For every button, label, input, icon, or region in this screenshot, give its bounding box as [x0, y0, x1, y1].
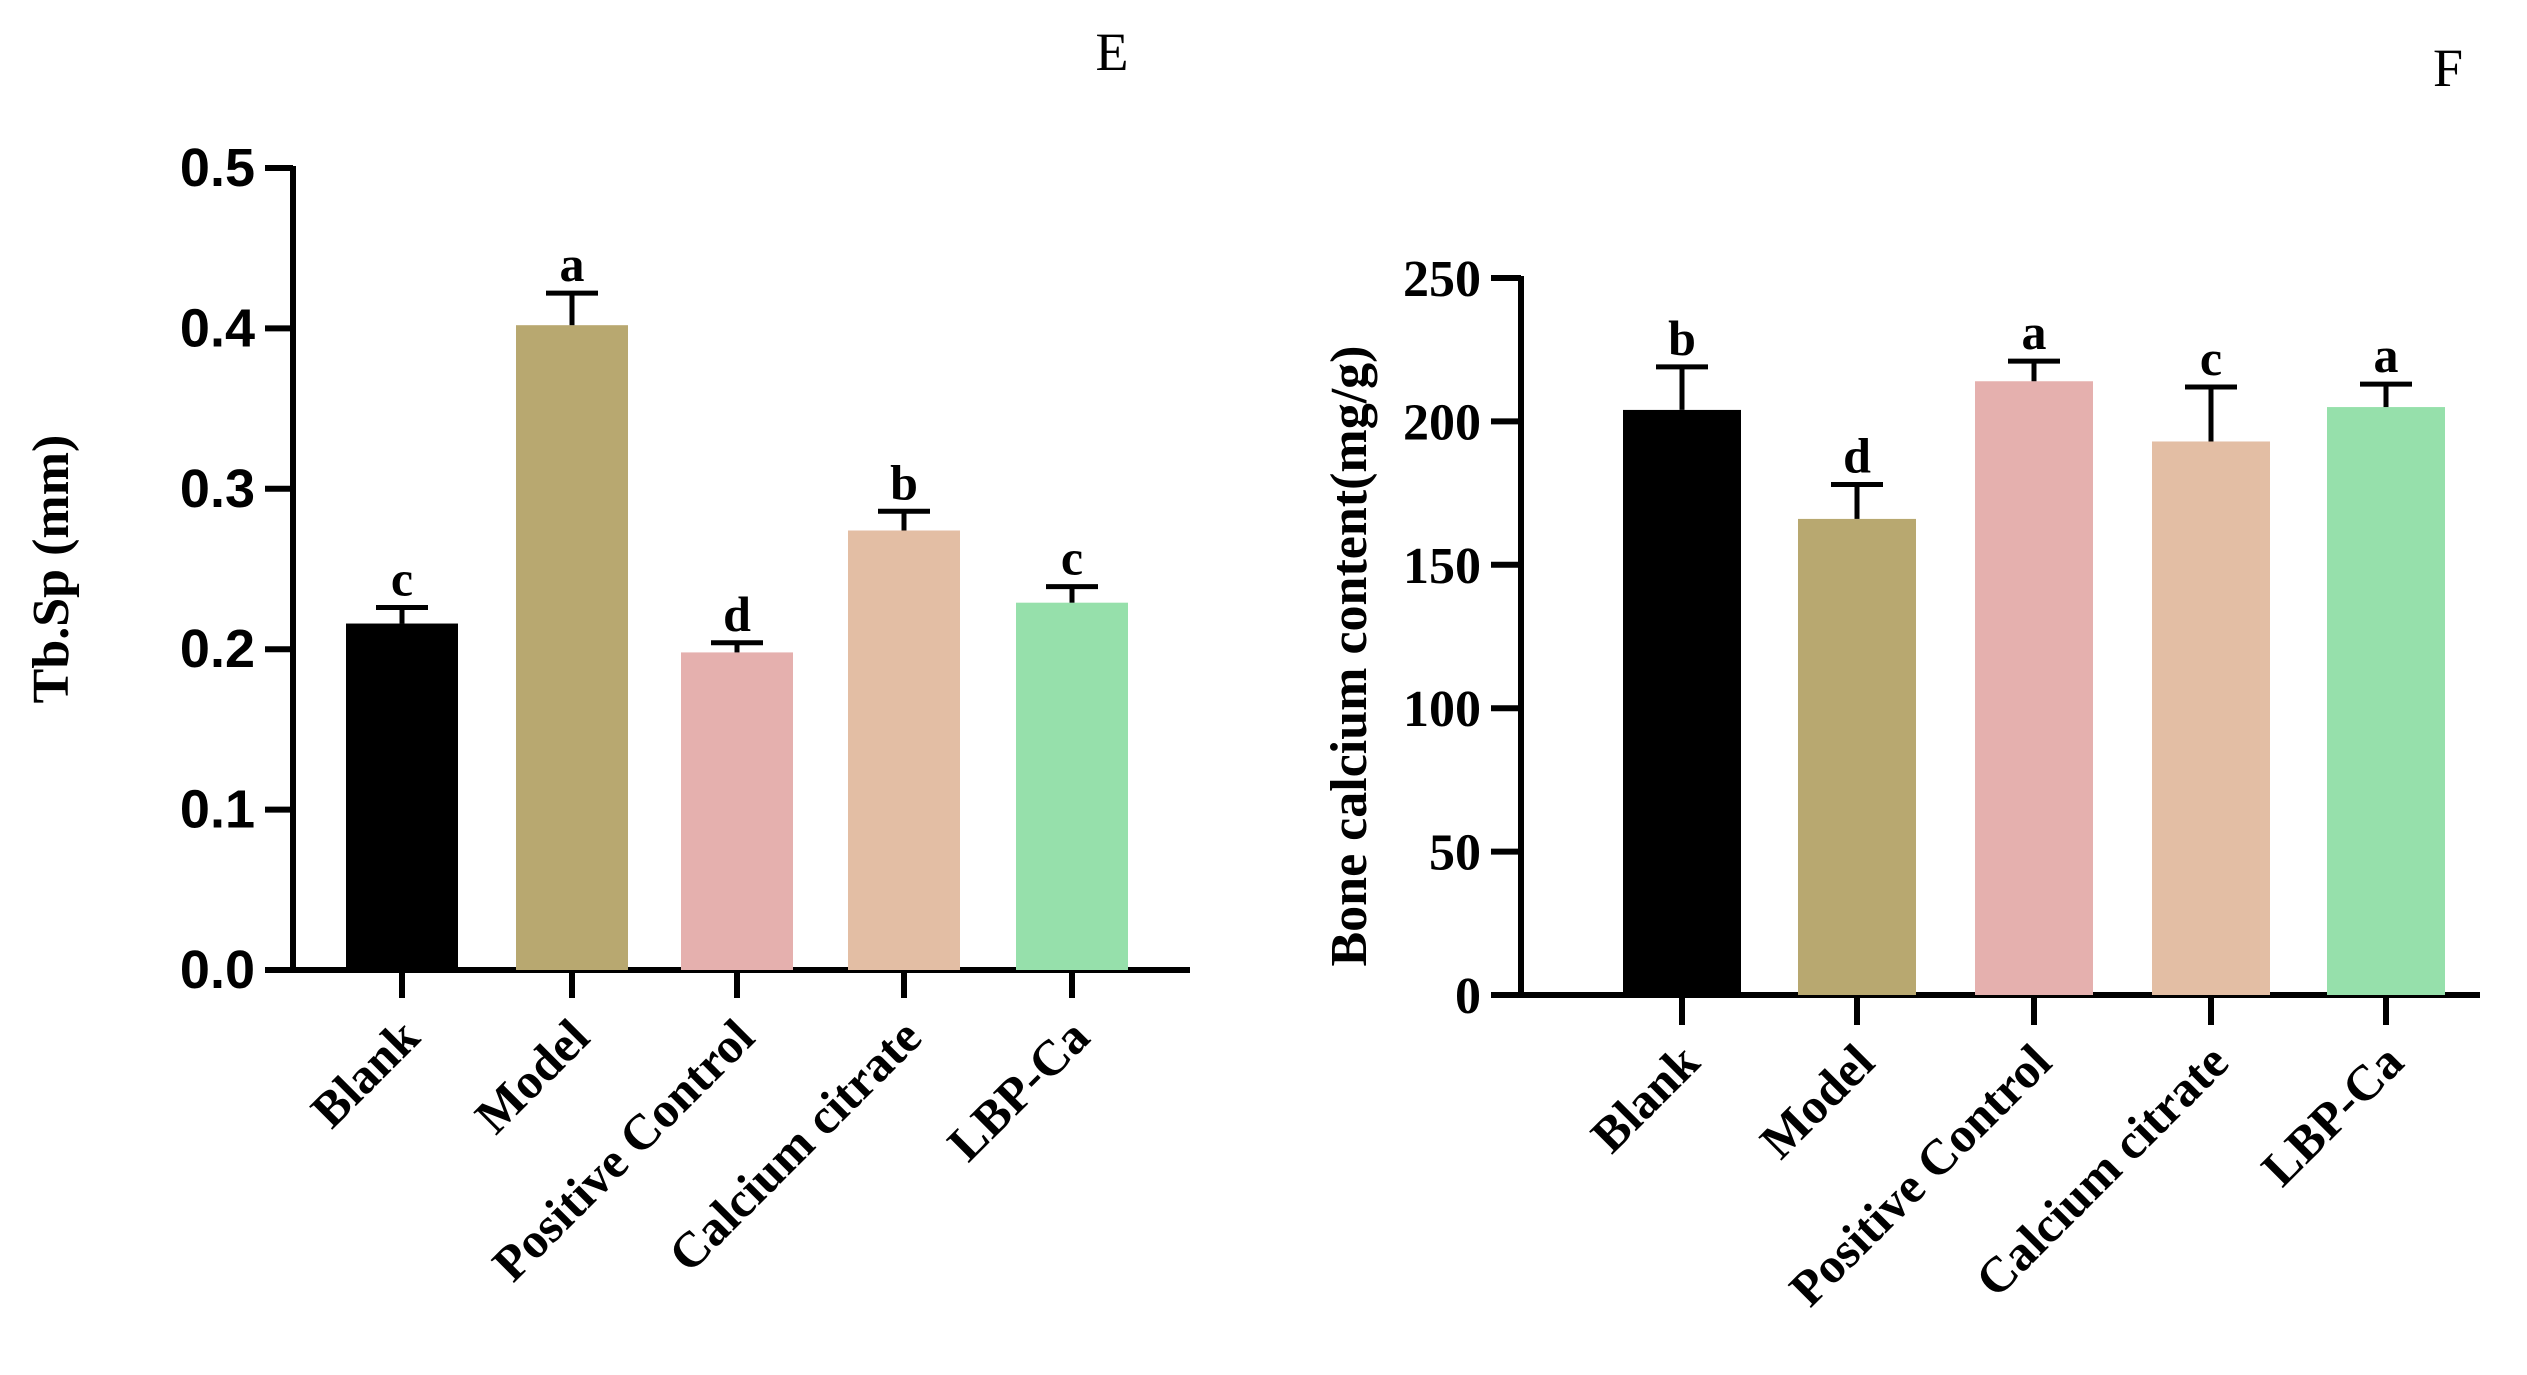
category-label: Model — [464, 1008, 600, 1144]
category-label: LBP-Ca — [936, 1008, 1099, 1171]
y-axis-title: Bone calcium content(mg/g) — [1321, 345, 1378, 966]
y-tick-label: 0 — [1455, 968, 1481, 1025]
category-label: Model — [1749, 1033, 1885, 1169]
y-tick-label: 0.0 — [180, 940, 255, 1000]
significance-label: b — [890, 454, 918, 510]
significance-label: d — [723, 586, 751, 642]
panel-label-f: F — [2433, 38, 2463, 98]
significance-label: c — [391, 550, 413, 606]
panel-label-e: E — [1096, 22, 1129, 82]
significance-label: a — [2374, 327, 2399, 383]
category-label: Blank — [300, 1008, 430, 1138]
bar — [681, 652, 793, 970]
bar — [346, 623, 458, 970]
y-tick-label: 0.5 — [180, 138, 255, 198]
significance-label: a — [560, 236, 585, 292]
bar — [2327, 407, 2445, 995]
y-tick-label: 50 — [1429, 825, 1481, 882]
bar — [1975, 381, 2093, 995]
y-tick-label: 100 — [1403, 681, 1481, 738]
significance-label: d — [1843, 427, 1871, 483]
significance-label: c — [2200, 330, 2222, 386]
chart-f: 0 50 100 150 200 250 Bone calcium content(mg/g… — [1321, 251, 2480, 1317]
y-tick-label: 0.2 — [180, 619, 255, 679]
significance-label: b — [1668, 310, 1696, 366]
y-tick-label: 0.4 — [180, 298, 255, 358]
y-axis-title: Tb.Sp (mm) — [23, 435, 80, 704]
y-tick-label: 0.3 — [180, 459, 255, 519]
bar — [848, 530, 960, 970]
significance-label: a — [2022, 304, 2047, 360]
bar — [2152, 441, 2270, 995]
y-tick-label: 200 — [1403, 394, 1481, 451]
y-tick-label: 150 — [1403, 538, 1481, 595]
bar — [1623, 409, 1741, 996]
category-label: LBP-Ca — [2250, 1033, 2413, 1196]
chart-e: 0.0 0.1 0.2 0.3 0.4 0.5 Tb.Sp (mm) c Blank a Model… — [23, 138, 1190, 1292]
y-tick-label: 0.1 — [180, 780, 255, 840]
y-tick-label: 250 — [1403, 251, 1481, 308]
bar — [1798, 518, 1916, 995]
significance-label: c — [1061, 530, 1083, 586]
bar — [516, 325, 628, 970]
bar — [1016, 602, 1128, 970]
category-label: Blank — [1580, 1033, 1710, 1163]
